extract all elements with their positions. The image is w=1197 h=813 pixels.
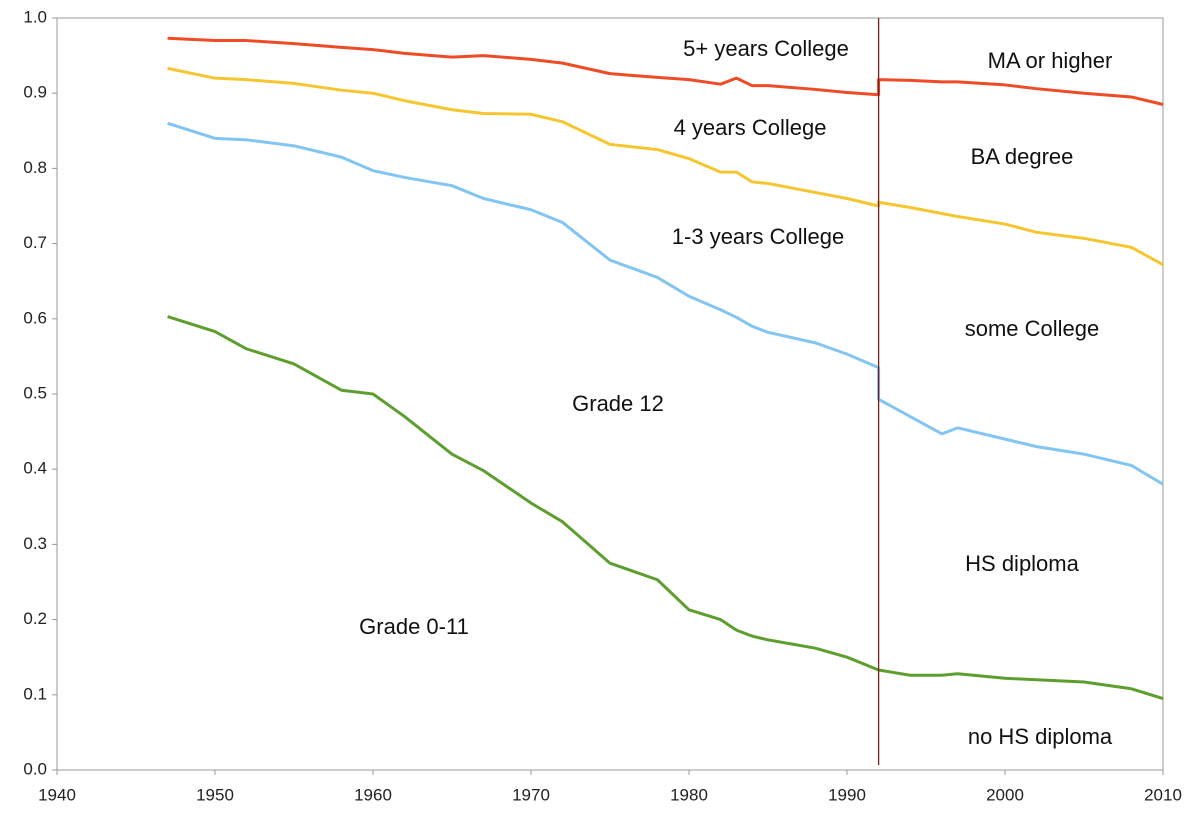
y-tick-label: 0.0	[23, 759, 47, 778]
annotation: BA degree	[971, 144, 1074, 169]
annotation: 4 years College	[674, 115, 827, 140]
series-line	[167, 36, 1164, 106]
series-line	[167, 121, 1164, 486]
x-tick-label: 2010	[1144, 785, 1182, 804]
annotation: 1-3 years College	[672, 224, 844, 249]
series-line	[167, 315, 1164, 700]
y-tick-label: 0.9	[23, 83, 47, 102]
x-tick-label: 1940	[38, 785, 76, 804]
series-line	[167, 66, 1164, 266]
x-tick-label: 2000	[986, 785, 1024, 804]
annotation: MA or higher	[988, 48, 1113, 73]
y-tick-label: 0.6	[23, 308, 47, 327]
x-tick-label: 1970	[512, 785, 550, 804]
annotation: no HS diploma	[968, 724, 1113, 749]
y-tick-label: 0.4	[23, 459, 47, 478]
annotation: Grade 12	[572, 391, 664, 416]
y-tick-label: 0.8	[23, 158, 47, 177]
annotation: Grade 0-11	[359, 614, 469, 639]
x-tick-label: 1990	[828, 785, 866, 804]
y-tick-label: 0.1	[23, 684, 47, 703]
y-tick-label: 0.7	[23, 233, 47, 252]
annotation: 5+ years College	[683, 36, 849, 61]
y-tick-label: 1.0	[23, 7, 47, 26]
annotation: some College	[965, 316, 1100, 341]
y-tick-label: 0.5	[23, 383, 47, 402]
x-tick-label: 1950	[196, 785, 234, 804]
y-tick-label: 0.3	[23, 534, 47, 553]
y-tick-label: 0.2	[23, 609, 47, 628]
x-tick-label: 1960	[354, 785, 392, 804]
x-tick-label: 1980	[670, 785, 708, 804]
annotation: HS diploma	[965, 551, 1079, 576]
